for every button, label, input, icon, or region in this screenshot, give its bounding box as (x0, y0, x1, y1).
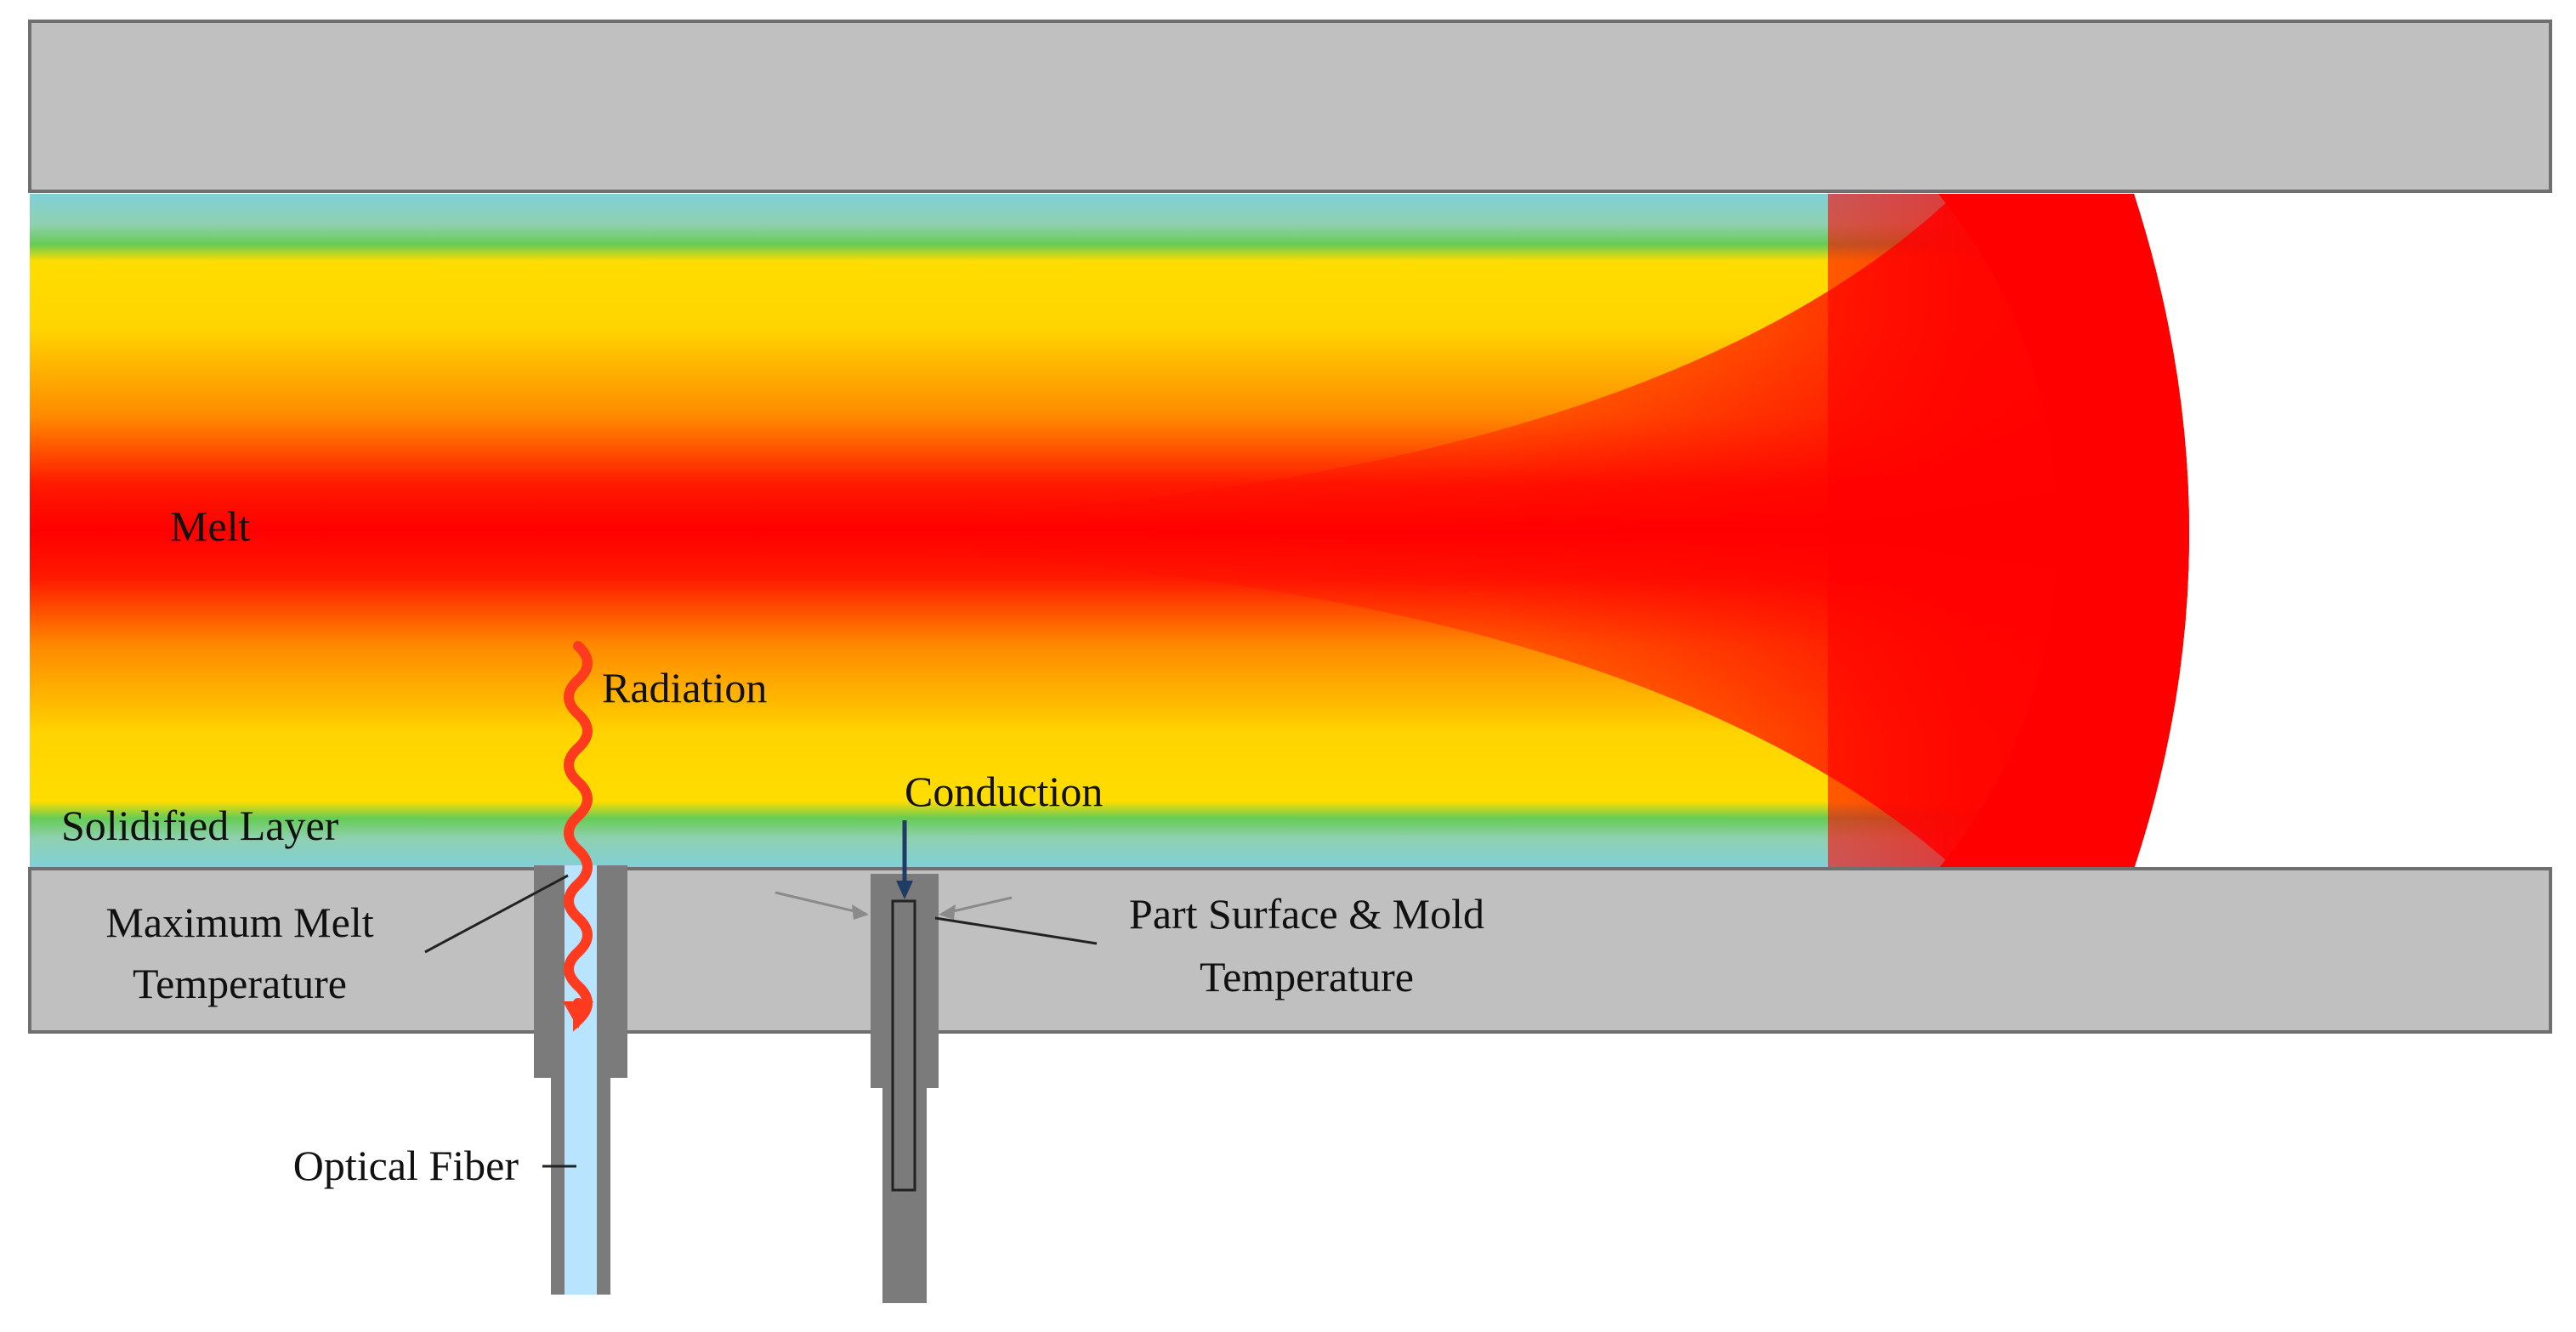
solidified-layer-label: Solidified Layer (61, 802, 339, 849)
melt-label: Melt (170, 502, 251, 550)
conduction-arrow (896, 820, 913, 899)
part-surface-leader (934, 916, 1098, 945)
bottom-mold-plate (28, 867, 2552, 1034)
optical-fiber (565, 865, 597, 1295)
leader-lines (424, 874, 1098, 1168)
radiation-arrow (563, 641, 593, 1032)
part-surface-label-line1: Part Surface & Mold (1129, 890, 1484, 938)
top-mold-plate (28, 20, 2552, 193)
radiation-label: Radiation (602, 664, 767, 711)
thermocouple-sensor (871, 874, 939, 1303)
optical-fiber-label: Optical Fiber (293, 1142, 519, 1189)
part-surface-label-line2: Temperature (1200, 953, 1414, 1000)
optical-sensor (534, 865, 627, 1295)
max-melt-leader (424, 874, 569, 954)
max-melt-temp-label-line2: Temperature (133, 960, 347, 1007)
surface-pointer-arrows (775, 891, 1013, 920)
max-melt-temp-label-line1: Maximum Melt (105, 898, 373, 946)
melt-region (30, 194, 2189, 869)
conduction-label: Conduction (905, 768, 1103, 815)
